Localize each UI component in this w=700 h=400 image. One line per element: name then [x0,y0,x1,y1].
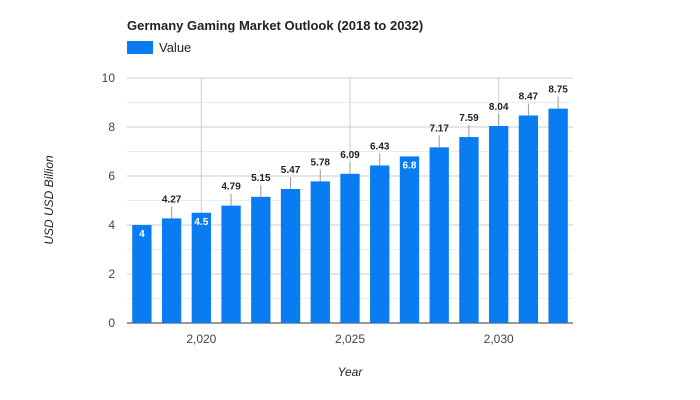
data-label: 8.47 [519,91,539,102]
y-axis-ticks: 0 2 4 6 8 10 [102,71,116,330]
bar [399,156,420,323]
x-axis-ticks: 2,020 2,025 2,030 [186,332,514,346]
data-label: 5.47 [281,165,301,176]
chart-title: Germany Gaming Market Outlook (2018 to 2… [127,18,423,33]
data-label: 5.15 [251,173,271,184]
bars [132,108,568,324]
legend-label-value: Value [159,40,191,55]
bar [489,126,509,324]
y-tick-label: 0 [108,316,115,330]
y-tick-label: 10 [102,71,116,85]
bar [518,115,539,323]
data-label: 6.43 [370,141,390,152]
bar [132,225,152,323]
data-label: 8.75 [548,85,568,96]
x-tick-label: 2,025 [335,332,365,346]
bar [310,181,330,323]
bar [340,173,360,323]
data-label: 6.09 [340,150,360,161]
data-label: 8.04 [489,102,509,113]
y-axis-title: USD USD Billion [42,155,56,245]
bar [459,137,479,323]
y-tick-label: 8 [108,120,115,134]
data-label: 5.78 [311,157,331,168]
bar [429,147,449,323]
data-label: 4 [139,229,145,240]
data-labels: 4 4.27 4.5 4.79 5.15 5.47 5.78 6.09 6.43 6.8 7.17 7… [139,85,568,240]
bar [161,218,182,323]
y-tick-label: 4 [108,218,115,232]
legend-swatch-value [127,41,153,54]
x-axis-title: Year [338,365,364,379]
bar [370,165,390,323]
y-tick-label: 2 [108,267,115,281]
x-tick-label: 2,020 [186,332,216,346]
data-label: 4.79 [221,182,241,193]
data-label: 6.8 [403,160,417,171]
data-label: 7.59 [459,113,479,124]
data-label: 4.5 [194,217,208,228]
data-label: 7.17 [429,123,449,134]
bar [191,212,211,323]
bar [251,196,271,323]
data-label: 4.27 [162,194,182,205]
bar [548,108,568,323]
x-tick-label: 2,030 [484,332,514,346]
bar [280,188,301,323]
y-tick-label: 6 [108,169,115,183]
bar [221,205,241,323]
